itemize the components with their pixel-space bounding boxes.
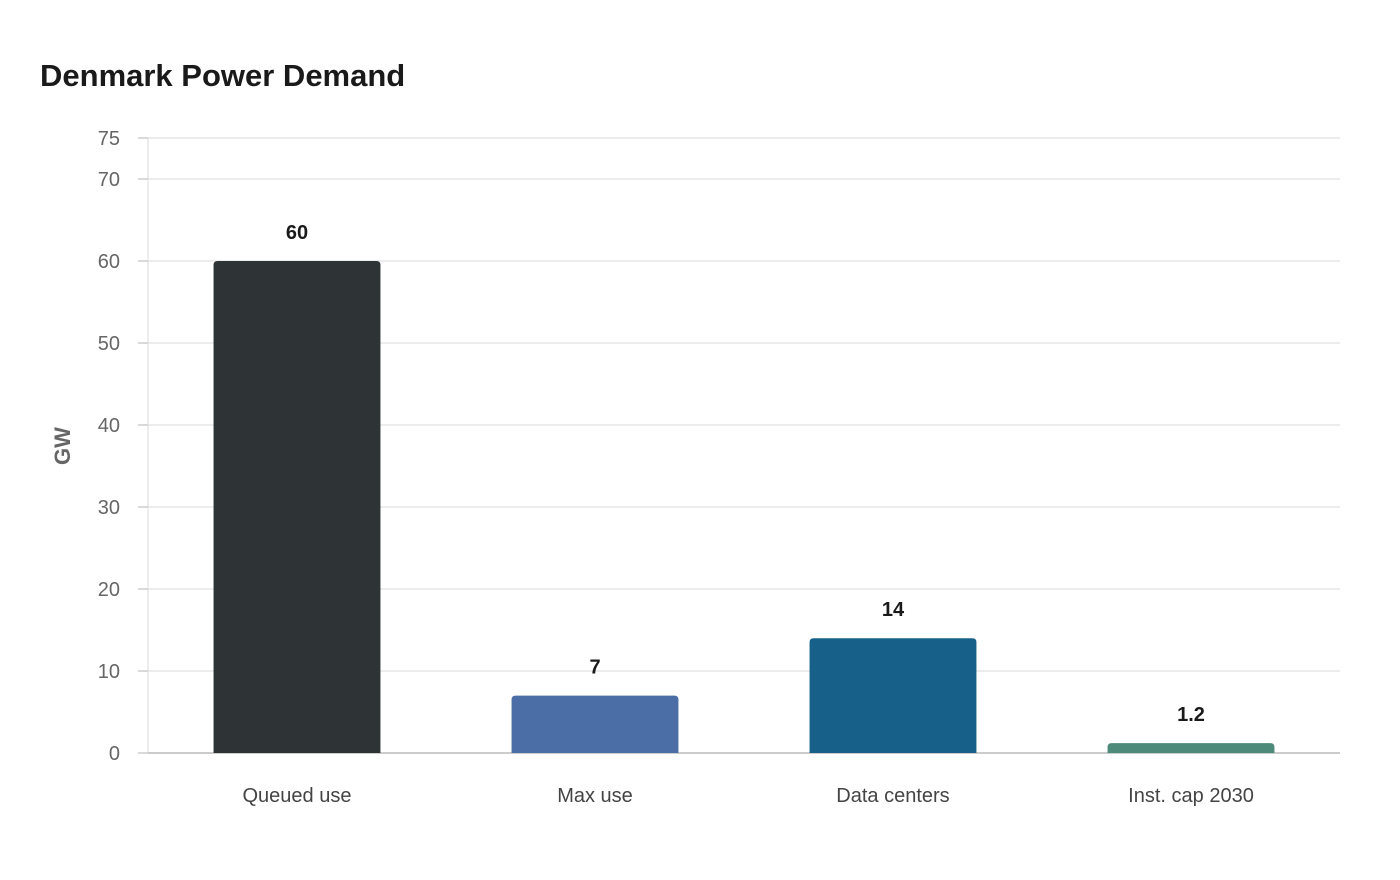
y-tick-label: 0 (109, 743, 120, 765)
y-tick-labels: 0 10 20 30 40 50 60 70 75 (98, 128, 148, 765)
y-tick-label: 20 (98, 579, 120, 601)
bar-queued-use (213, 261, 381, 753)
value-label: 7 (589, 657, 600, 679)
bar-max-use (511, 695, 679, 753)
bars (213, 261, 1275, 753)
value-label: 14 (882, 599, 905, 621)
category-label: Max use (557, 785, 633, 807)
chart-title: Denmark Power Demand (40, 58, 406, 93)
category-label: Inst. cap 2030 (1128, 785, 1254, 807)
y-tick-label: 30 (98, 497, 120, 519)
bar-inst-cap-2030 (1107, 743, 1275, 753)
category-label: Data centers (836, 785, 949, 807)
y-tick-label: 40 (98, 415, 120, 437)
y-tick-label: 10 (98, 661, 120, 683)
category-label: Queued use (243, 785, 352, 807)
y-tick-label: 75 (98, 128, 120, 150)
y-tick-label: 50 (98, 333, 120, 355)
y-tick-label: 60 (98, 251, 120, 273)
y-axis-title: GW (50, 427, 75, 465)
category-labels: Queued use Max use Data centers Inst. cap 2… (243, 785, 1254, 807)
y-tick-label: 70 (98, 169, 120, 191)
value-label: 60 (286, 222, 308, 244)
value-labels: 60 7 14 1.2 (286, 222, 1205, 726)
value-label: 1.2 (1177, 704, 1205, 726)
bar-data-centers (809, 638, 977, 753)
